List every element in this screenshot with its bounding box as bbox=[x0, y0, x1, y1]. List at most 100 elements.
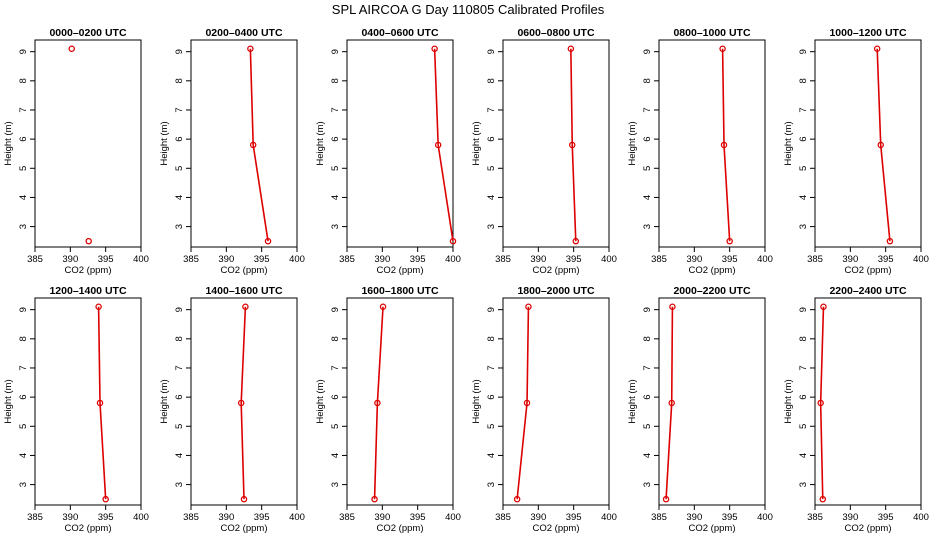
x-tick-label: 400 bbox=[913, 512, 929, 523]
data-point bbox=[668, 399, 675, 407]
y-tick-label: 4 bbox=[174, 195, 185, 200]
panel-title: 0800–1000 UTC bbox=[673, 27, 750, 39]
y-tick-label: 6 bbox=[18, 394, 29, 399]
y-tick-label: 6 bbox=[330, 394, 341, 399]
x-tick-label: 395 bbox=[878, 512, 894, 523]
profile-line bbox=[240, 306, 247, 500]
panel-2: 0200–0400 UTC 385 390 395 400 3 4 5 6 7 8 9 CO2 (ppm… bbox=[159, 27, 305, 276]
y-axis-label: Height (m) bbox=[315, 379, 326, 423]
y-tick-label: 6 bbox=[798, 136, 809, 141]
y-tick-label: 3 bbox=[174, 482, 185, 487]
x-tick-label: 390 bbox=[374, 254, 390, 265]
y-tick-label: 5 bbox=[642, 424, 653, 429]
y-tick-label: 4 bbox=[18, 195, 29, 200]
y-tick-label: 4 bbox=[174, 453, 185, 458]
x-tick-label: 390 bbox=[374, 512, 390, 523]
plot-frame bbox=[658, 39, 766, 248]
y-tick-label: 5 bbox=[642, 166, 653, 171]
x-tick-label: 400 bbox=[445, 512, 461, 523]
data-point bbox=[85, 237, 92, 245]
x-tick-label: 395 bbox=[410, 254, 426, 265]
x-tick-label: 395 bbox=[98, 254, 114, 265]
y-tick-label: 3 bbox=[18, 224, 29, 229]
x-tick-label: 395 bbox=[254, 512, 270, 523]
panel-5: 0800–1000 UTC 385 390 395 400 3 4 5 6 7 8 9 CO2 (ppm… bbox=[627, 27, 773, 276]
x-axis-label: CO2 (ppm) bbox=[533, 265, 580, 276]
x-tick-label: 385 bbox=[339, 512, 355, 523]
y-tick-label: 5 bbox=[798, 166, 809, 171]
profile-line bbox=[516, 306, 530, 500]
y-axis-label: Height (m) bbox=[315, 121, 326, 165]
plot-frame bbox=[814, 297, 922, 506]
data-point bbox=[820, 303, 827, 310]
panel-title: 1000–1200 UTC bbox=[829, 27, 906, 39]
data-point bbox=[525, 303, 532, 310]
y-tick-label: 5 bbox=[18, 166, 29, 171]
panel-12: 2200–2400 UTC 385 390 395 400 3 4 5 6 7 8 9 CO2 (ppm… bbox=[783, 285, 929, 534]
x-axis-label: CO2 (ppm) bbox=[377, 523, 424, 534]
x-tick-label: 390 bbox=[842, 254, 858, 265]
x-tick-label: 395 bbox=[878, 254, 894, 265]
y-tick-label: 8 bbox=[174, 78, 185, 83]
x-tick-label: 390 bbox=[842, 512, 858, 523]
x-tick-label: 400 bbox=[133, 254, 149, 265]
y-tick-label: 9 bbox=[18, 49, 29, 54]
y-tick-label: 3 bbox=[330, 482, 341, 487]
data-point bbox=[434, 141, 442, 149]
y-tick-label: 4 bbox=[798, 195, 809, 200]
data-point bbox=[513, 495, 521, 503]
x-tick-label: 385 bbox=[183, 512, 199, 523]
data-point bbox=[371, 495, 378, 503]
x-tick-label: 395 bbox=[254, 254, 270, 265]
data-point bbox=[449, 237, 457, 245]
y-tick-label: 6 bbox=[174, 136, 185, 141]
data-point bbox=[567, 45, 575, 52]
x-tick-label: 390 bbox=[686, 512, 702, 523]
plot-frame bbox=[34, 39, 142, 248]
y-tick-label: 3 bbox=[174, 224, 185, 229]
y-tick-label: 6 bbox=[174, 394, 185, 399]
data-point bbox=[240, 495, 248, 503]
y-tick-label: 7 bbox=[486, 107, 497, 112]
x-tick-label: 385 bbox=[183, 254, 199, 265]
panel-title: 1800–2000 UTC bbox=[517, 285, 594, 297]
y-axis-label: Height (m) bbox=[471, 121, 482, 165]
y-tick-label: 8 bbox=[330, 78, 341, 83]
y-tick-label: 4 bbox=[798, 453, 809, 458]
data-point bbox=[523, 399, 531, 407]
y-tick-label: 3 bbox=[798, 224, 809, 229]
x-tick-label: 390 bbox=[218, 512, 234, 523]
profile-line bbox=[721, 48, 731, 242]
y-tick-label: 7 bbox=[798, 107, 809, 112]
y-tick-label: 6 bbox=[798, 394, 809, 399]
y-tick-label: 9 bbox=[486, 307, 497, 312]
y-tick-label: 6 bbox=[18, 136, 29, 141]
x-tick-label: 390 bbox=[62, 512, 78, 523]
y-tick-label: 9 bbox=[642, 49, 653, 54]
x-tick-label: 385 bbox=[339, 254, 355, 265]
y-tick-label: 8 bbox=[330, 336, 341, 341]
plot-frame bbox=[502, 297, 610, 506]
y-tick-label: 8 bbox=[798, 336, 809, 341]
y-axis-label: Height (m) bbox=[783, 121, 794, 165]
data-point bbox=[95, 303, 102, 310]
data-point bbox=[877, 141, 884, 149]
y-tick-label: 4 bbox=[642, 195, 653, 200]
x-axis-label: CO2 (ppm) bbox=[65, 523, 112, 534]
x-tick-label: 400 bbox=[445, 254, 461, 265]
x-tick-label: 400 bbox=[601, 512, 617, 523]
data-point bbox=[873, 45, 881, 52]
x-tick-label: 385 bbox=[807, 254, 823, 265]
x-tick-label: 385 bbox=[495, 254, 511, 265]
x-tick-label: 385 bbox=[495, 512, 511, 523]
profile-line bbox=[97, 306, 107, 500]
y-tick-label: 8 bbox=[486, 78, 497, 83]
x-tick-label: 400 bbox=[601, 254, 617, 265]
profile-line bbox=[876, 48, 891, 242]
figure-title: SPL AIRCOA G Day 110805 Calibrated Profi… bbox=[332, 2, 605, 17]
y-tick-label: 7 bbox=[174, 107, 185, 112]
y-tick-label: 5 bbox=[330, 424, 341, 429]
y-tick-label: 8 bbox=[798, 78, 809, 83]
